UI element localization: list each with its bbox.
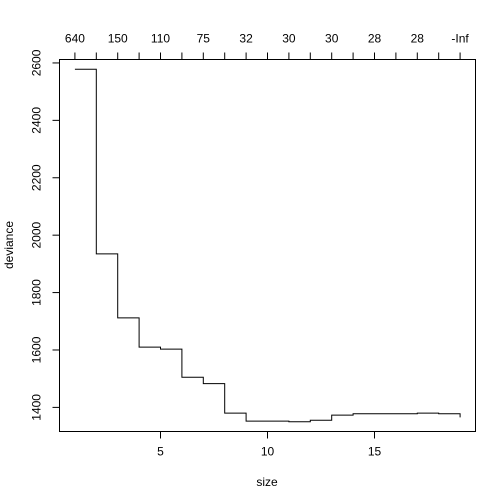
y-tick-label: 2400 <box>30 107 44 134</box>
y-tick-label: 2000 <box>30 221 44 248</box>
y-tick-label: 1600 <box>30 336 44 363</box>
top-tick-label: 75 <box>197 32 211 46</box>
x-axis-bottom: 5 10 15 <box>157 431 382 459</box>
y-tick-label: 1400 <box>30 394 44 421</box>
x-tick-label: 15 <box>368 445 382 459</box>
y-tick-label: 1800 <box>30 279 44 306</box>
top-tick-label: 110 <box>151 32 170 46</box>
top-tick-label: 150 <box>108 32 128 46</box>
plot-box <box>59 59 476 432</box>
deviance-step-line <box>74 68 461 423</box>
top-tick-label: 30 <box>325 32 339 46</box>
y-axis-title: deviance <box>2 221 16 269</box>
y-tick-label: 2600 <box>30 49 44 76</box>
top-tick-label: 32 <box>239 32 253 46</box>
top-tick-label: 28 <box>368 32 382 46</box>
top-tick-label: 640 <box>65 32 85 46</box>
y-tick-label: 2200 <box>30 164 44 191</box>
x-axis-title: size <box>256 475 278 489</box>
x-tick-label: 10 <box>261 445 275 459</box>
top-tick-label: 28 <box>411 32 425 46</box>
x-axis-top: 640 150 110 75 32 30 30 28 28 -Inf <box>65 32 469 60</box>
x-tick-label: 5 <box>157 445 164 459</box>
y-axis-left: 1400 1600 1800 2000 2200 2400 2600 <box>30 49 60 421</box>
top-tick-label: -Inf <box>451 32 469 46</box>
top-tick-label: 30 <box>282 32 296 46</box>
